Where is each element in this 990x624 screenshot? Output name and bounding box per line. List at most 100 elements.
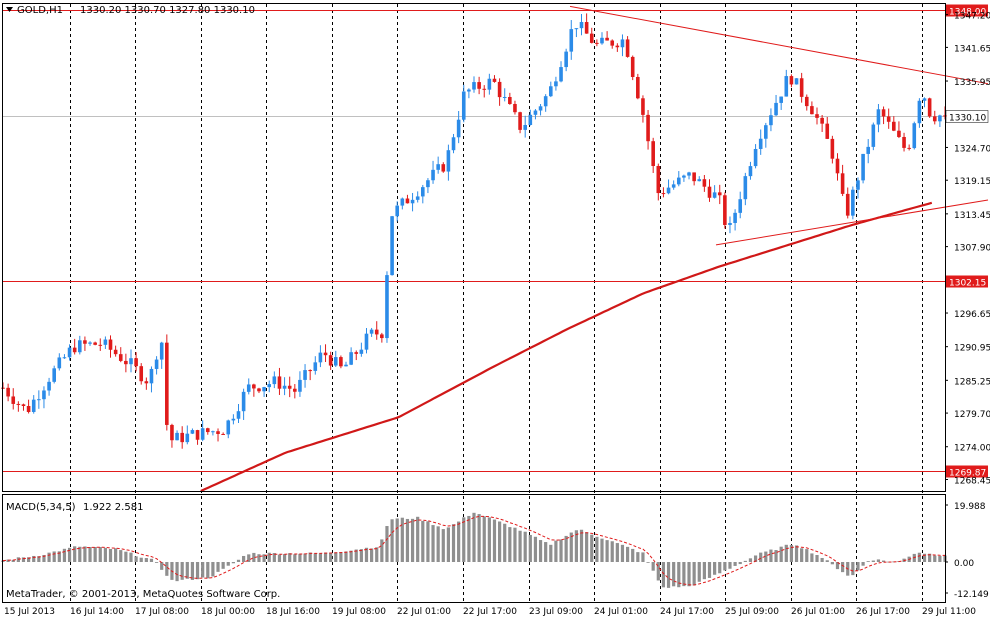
candle bbox=[272, 371, 277, 389]
candle bbox=[769, 108, 773, 132]
candle-body bbox=[830, 138, 835, 159]
level-price-label: 1302.15 bbox=[949, 279, 986, 289]
macd-histogram-bar bbox=[380, 539, 384, 562]
candle bbox=[333, 350, 338, 368]
macd-histogram-bar bbox=[815, 555, 819, 562]
candle bbox=[692, 172, 696, 186]
candle-body bbox=[328, 355, 333, 366]
candle bbox=[702, 175, 707, 192]
symbol-label: GOLD,H1 bbox=[17, 5, 63, 16]
symbol-dropdown-icon[interactable] bbox=[6, 7, 13, 12]
candle bbox=[129, 349, 133, 373]
candle bbox=[354, 350, 359, 361]
macd-histogram-bar bbox=[462, 517, 466, 562]
macd-histogram-bar bbox=[83, 546, 87, 562]
macd-histogram-bar bbox=[175, 562, 179, 582]
candle-body bbox=[165, 342, 169, 425]
macd-histogram-bar bbox=[211, 562, 215, 577]
macd-histogram-bar bbox=[922, 553, 927, 562]
macd-histogram-bar bbox=[851, 562, 855, 576]
candle bbox=[907, 144, 911, 151]
candle-body bbox=[241, 391, 246, 412]
candle-body bbox=[374, 329, 379, 335]
candle-body bbox=[185, 433, 190, 443]
macd-histogram-bar bbox=[574, 530, 578, 562]
candle-body bbox=[625, 39, 630, 57]
y-tick-label: 1296.65 bbox=[954, 310, 990, 320]
y-tick-label: 1279.70 bbox=[954, 410, 990, 420]
macd-histogram-bar bbox=[467, 515, 471, 562]
candle-body bbox=[902, 136, 906, 148]
macd-histogram-bar bbox=[544, 542, 548, 562]
candle bbox=[456, 111, 461, 144]
macd-histogram-bar bbox=[298, 553, 302, 562]
candle-body bbox=[472, 82, 476, 90]
candle-body bbox=[543, 96, 548, 107]
candle-body bbox=[636, 76, 640, 99]
macd-histogram-bar bbox=[830, 562, 834, 565]
candle-body bbox=[574, 28, 579, 30]
macd-histogram-bar bbox=[625, 546, 630, 562]
trendlines[interactable] bbox=[569, 5, 989, 246]
macd-histogram-bar bbox=[585, 532, 589, 562]
macd-histogram-bar bbox=[114, 548, 118, 562]
candle bbox=[728, 216, 732, 234]
candle bbox=[313, 356, 318, 375]
candle-body bbox=[349, 352, 353, 365]
candle-body bbox=[180, 432, 184, 443]
macd-histogram-bar bbox=[605, 540, 609, 562]
candle bbox=[851, 186, 855, 220]
candle-body bbox=[88, 342, 92, 344]
macd-histogram-bar bbox=[318, 553, 323, 562]
horizontal-levels[interactable]: 1348.00 1302.15 1269.87 1330.10 bbox=[3, 4, 989, 479]
macd-histogram-bar bbox=[631, 548, 635, 562]
candle bbox=[103, 336, 108, 349]
candle-body bbox=[661, 193, 666, 195]
candle-body bbox=[134, 358, 138, 367]
macd-histogram-bar bbox=[620, 544, 625, 562]
x-tick-label: 24 Jul 17:00 bbox=[660, 607, 714, 617]
trendline[interactable] bbox=[715, 199, 989, 246]
candle bbox=[359, 342, 364, 357]
candle-body bbox=[769, 115, 773, 126]
candle-body bbox=[129, 358, 133, 365]
macd-histogram-bar bbox=[395, 518, 399, 562]
y-tick-label: 1313.45 bbox=[954, 211, 990, 221]
candle-body bbox=[605, 37, 609, 41]
macd-y-tick-label: 0.00 bbox=[954, 559, 974, 569]
macd-histogram-bar bbox=[666, 562, 671, 588]
candle-body bbox=[57, 357, 62, 369]
y-tick-label: 1268.45 bbox=[954, 476, 990, 486]
macd-histogram-bar bbox=[282, 554, 287, 562]
macd-histogram-bar bbox=[216, 562, 220, 572]
y-tick-label: 1335.95 bbox=[954, 78, 990, 88]
candle-body bbox=[641, 98, 645, 115]
macd-histogram-bar bbox=[702, 562, 706, 580]
macd-histogram-bar bbox=[42, 554, 46, 562]
candle bbox=[47, 377, 51, 396]
candle-body bbox=[282, 385, 287, 389]
vertical-gridlines bbox=[70, 4, 923, 602]
candle-body bbox=[922, 98, 927, 101]
trendline[interactable] bbox=[569, 5, 989, 85]
macd-histogram-bar bbox=[149, 558, 154, 562]
macd-histogram-bar bbox=[492, 519, 497, 562]
candle bbox=[57, 353, 62, 371]
macd-histogram-bar bbox=[569, 532, 573, 562]
candle-body bbox=[738, 199, 743, 213]
candle bbox=[625, 36, 630, 58]
macd-histogram-bar bbox=[707, 562, 712, 578]
candle-body bbox=[103, 339, 108, 345]
candle bbox=[615, 43, 620, 52]
candle bbox=[303, 364, 307, 388]
candle bbox=[221, 432, 225, 435]
candle-body bbox=[840, 173, 845, 194]
candle bbox=[671, 180, 676, 190]
candle-body bbox=[835, 158, 840, 174]
macd-histogram-bar bbox=[262, 554, 266, 562]
candle-body bbox=[231, 418, 236, 421]
candle-body bbox=[426, 180, 430, 188]
macd-histogram-bar bbox=[881, 560, 886, 562]
